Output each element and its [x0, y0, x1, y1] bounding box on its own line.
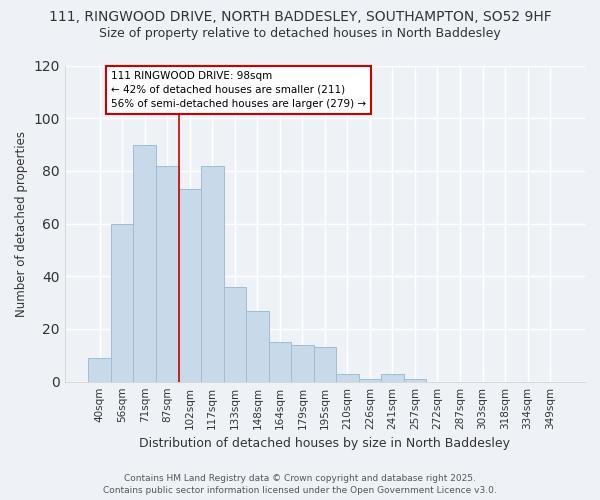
Text: 111 RINGWOOD DRIVE: 98sqm
← 42% of detached houses are smaller (211)
56% of semi: 111 RINGWOOD DRIVE: 98sqm ← 42% of detac…	[111, 71, 366, 109]
Text: Contains HM Land Registry data © Crown copyright and database right 2025.
Contai: Contains HM Land Registry data © Crown c…	[103, 474, 497, 495]
Bar	[111, 224, 133, 382]
X-axis label: Distribution of detached houses by size in North Baddesley: Distribution of detached houses by size …	[139, 437, 511, 450]
Bar	[314, 348, 336, 382]
Bar	[224, 287, 246, 382]
Y-axis label: Number of detached properties: Number of detached properties	[15, 130, 28, 316]
Bar	[179, 190, 201, 382]
Text: 111, RINGWOOD DRIVE, NORTH BADDESLEY, SOUTHAMPTON, SO52 9HF: 111, RINGWOOD DRIVE, NORTH BADDESLEY, SO…	[49, 10, 551, 24]
Bar	[88, 358, 111, 382]
Bar	[381, 374, 404, 382]
Bar	[291, 345, 314, 382]
Bar	[359, 379, 381, 382]
Bar	[269, 342, 291, 382]
Bar	[246, 310, 269, 382]
Bar	[201, 166, 224, 382]
Bar	[133, 144, 156, 382]
Bar	[156, 166, 179, 382]
Bar	[336, 374, 359, 382]
Text: Size of property relative to detached houses in North Baddesley: Size of property relative to detached ho…	[99, 28, 501, 40]
Bar	[404, 379, 426, 382]
